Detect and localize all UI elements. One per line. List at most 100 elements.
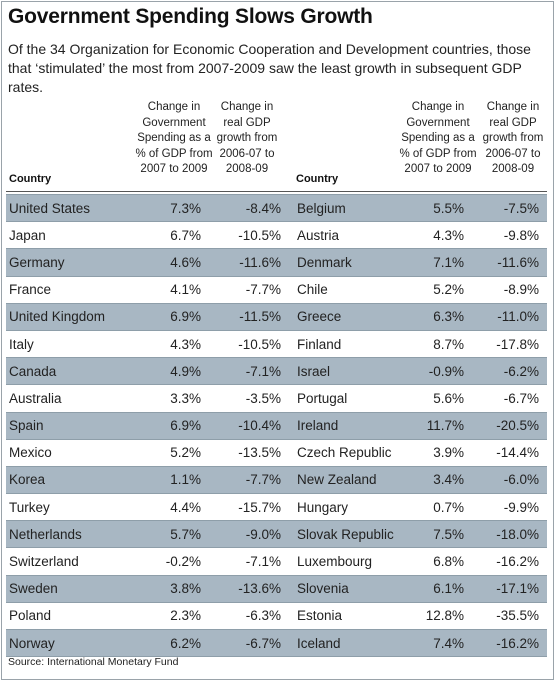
country-cell: Israel	[293, 357, 403, 386]
header-line: growth from	[216, 132, 278, 144]
table-row: Korea 1.1% -7.7% New Zealand 3.4% -6.0%	[6, 465, 547, 495]
spending-cell: 6.2%	[130, 628, 215, 658]
header-line: real GDP	[489, 116, 537, 129]
country-cell: Estonia	[297, 608, 343, 624]
table-row: Norway 6.2% -6.7% Iceland 7.4% -16.2%	[6, 628, 547, 658]
gdp-cell: -9.8%	[503, 227, 539, 243]
country-cell: Mexico	[9, 445, 52, 461]
country-cell: Austria	[297, 227, 340, 243]
gdp-cell: -18.0%	[480, 520, 547, 549]
spending-cell: 6.3%	[403, 302, 480, 331]
gdp-cell: -17.1%	[480, 574, 547, 603]
country-cell: Norway	[6, 628, 130, 658]
country-cell: Slovenia	[293, 574, 403, 603]
gdp-cell: -7.1%	[245, 554, 281, 570]
table-row: Spain 6.9% -10.4% Ireland 11.7% -20.5%	[6, 411, 547, 440]
spending-cell: 7.5%	[403, 520, 480, 549]
header-line: Spending as a	[137, 132, 211, 144]
spending-cell: -0.9%	[403, 357, 480, 386]
header-line: Government	[142, 116, 206, 129]
spending-cell: -0.2%	[165, 554, 201, 570]
header-line: % of GDP from	[135, 147, 213, 160]
spending-cell: 12.8%	[425, 608, 464, 624]
table-row: Australia 3.3% -3.5% Portugal 5.6% -6.7%	[6, 385, 547, 412]
header-line: Change in	[147, 101, 201, 113]
gdp-cell: -13.6%	[215, 574, 293, 603]
spending-cell: 0.7%	[433, 499, 464, 515]
country-cell: Belgium	[293, 193, 403, 223]
gdp-cell: -10.5%	[238, 227, 281, 243]
country-cell: Switzerland	[9, 554, 79, 570]
chart-title: Government Spending Slows Growth	[8, 5, 373, 28]
spending-cell: 5.2%	[170, 445, 201, 461]
country-cell: Netherlands	[6, 520, 130, 549]
spending-cell: 7.4%	[403, 628, 480, 658]
spending-cell: 3.8%	[130, 574, 215, 603]
gdp-cell: -35.5%	[496, 608, 539, 624]
country-cell: Sweden	[6, 574, 130, 603]
header-rule	[6, 191, 547, 192]
country-cell: Korea	[6, 465, 130, 495]
spending-cell: 6.8%	[433, 554, 464, 570]
header-line: growth from	[482, 132, 544, 144]
header-line: 2007 to 2009	[140, 163, 208, 175]
gdp-cell: -6.7%	[503, 390, 539, 406]
spending-cell: 3.3%	[170, 390, 201, 406]
country-cell: Greece	[293, 302, 403, 331]
country-cell: Germany	[6, 248, 130, 277]
spending-cell: 7.3%	[130, 193, 215, 223]
gdp-cell: -11.6%	[215, 248, 293, 277]
table-row: Italy 4.3% -10.5% Finland 8.7% -17.8%	[6, 330, 547, 357]
country-cell: Spain	[6, 411, 130, 440]
country-cell: New Zealand	[293, 465, 403, 495]
spending-cell: 4.9%	[130, 357, 215, 386]
gdp-cell: -6.2%	[480, 357, 547, 386]
country-cell: Chile	[297, 282, 328, 298]
chart-subtitle: Of the 34 Organization for Economic Coop…	[8, 41, 531, 95]
gdp-cell: -7.7%	[245, 282, 281, 298]
gdp-cell: -8.9%	[503, 282, 539, 298]
table-row: Turkey 4.4% -15.7% Hungary 0.7% -9.9%	[6, 494, 547, 521]
gdp-cell: -17.8%	[496, 336, 539, 352]
table-row: Mexico 5.2% -13.5% Czech Republic 3.9% -14.4%	[6, 439, 547, 466]
gdp-cell: -11.6%	[480, 248, 547, 277]
table-row: United States 7.3% -8.4% Belgium 5.5% -7.5%	[6, 193, 547, 223]
table-body: United States 7.3% -8.4% Belgium 5.5% -7.5% Ja…	[6, 193, 547, 658]
country-cell: Finland	[297, 336, 342, 352]
spending-cell: 5.2%	[433, 282, 464, 298]
spending-cell: 6.9%	[130, 411, 215, 440]
gdp-cell: -3.5%	[245, 390, 281, 406]
spending-cell: 5.7%	[130, 520, 215, 549]
country-cell: Denmark	[293, 248, 403, 277]
spending-cell: 5.6%	[433, 390, 464, 406]
spending-cell: 6.7%	[170, 227, 201, 243]
spending-cell: 1.1%	[130, 465, 215, 495]
data-table: United States 7.3% -8.4% Belgium 5.5% -7.5% Ja…	[6, 193, 547, 658]
gdp-cell: -15.7%	[238, 499, 281, 515]
gdp-cell: -14.4%	[496, 445, 539, 461]
header-line: Change in	[486, 101, 540, 113]
header-line: % of GDP from	[399, 147, 477, 160]
spending-cell: 7.1%	[403, 248, 480, 277]
header-spending-right: Change in Government Spending as a % of …	[392, 100, 484, 178]
gdp-cell: -13.5%	[238, 445, 281, 461]
gdp-cell: -10.5%	[238, 336, 281, 352]
table-row: Germany 4.6% -11.6% Denmark 7.1% -11.6%	[6, 248, 547, 277]
header-line: Spending as a	[401, 132, 475, 144]
table-row: Switzerland -0.2% -7.1% Luxembourg 6.8% -16.2…	[6, 548, 547, 575]
gdp-cell: -16.2%	[480, 628, 547, 658]
table-row: Japan 6.7% -10.5% Austria 4.3% -9.8%	[6, 222, 547, 249]
gdp-cell: -10.4%	[215, 411, 293, 440]
gdp-cell: -7.5%	[480, 193, 547, 223]
spending-cell: 11.7%	[403, 411, 480, 440]
header-gdp-right: Change in real GDP growth from 2006-07 t…	[476, 100, 550, 178]
gdp-cell: -6.7%	[215, 628, 293, 658]
country-cell: United States	[6, 193, 130, 223]
spending-cell: 2.3%	[170, 608, 201, 624]
header-line: 2008-09	[491, 163, 535, 175]
country-cell: Luxembourg	[297, 554, 373, 570]
header-line: real GDP	[223, 116, 271, 129]
table-row: Sweden 3.8% -13.6% Slovenia 6.1% -17.1%	[6, 574, 547, 603]
header-line: 2008-09	[225, 163, 269, 175]
